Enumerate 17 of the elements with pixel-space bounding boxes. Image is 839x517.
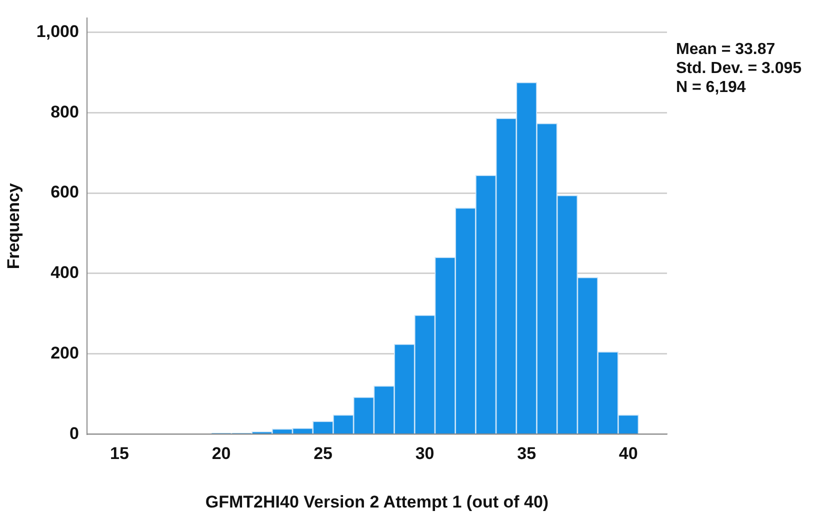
y-tick-label: 600 xyxy=(50,182,79,202)
x-tick-label: 20 xyxy=(212,444,231,464)
x-tick-label: 30 xyxy=(415,444,434,464)
y-tick-label: 200 xyxy=(50,344,79,362)
x-tick-label: 15 xyxy=(110,444,129,464)
x-axis-title: GFMT2HI40 Version 2 Attempt 1 (out of 40) xyxy=(205,492,549,512)
y-tick-label: 0 xyxy=(69,424,79,443)
y-axis-title: Frequency xyxy=(4,182,23,270)
y-tick-label: 400 xyxy=(50,263,79,282)
y-tick-label: 1,000 xyxy=(36,22,79,41)
text: Mean = 33.87 xyxy=(676,40,776,59)
x-tick-label: 40 xyxy=(618,444,638,464)
text: Std. Dev. = 3.095 xyxy=(676,59,802,78)
x-tick-label: 25 xyxy=(314,444,332,464)
y-tick-label: 800 xyxy=(50,102,79,122)
text: N = 6,194 xyxy=(676,78,747,97)
x-tick-label: 35 xyxy=(517,444,536,464)
